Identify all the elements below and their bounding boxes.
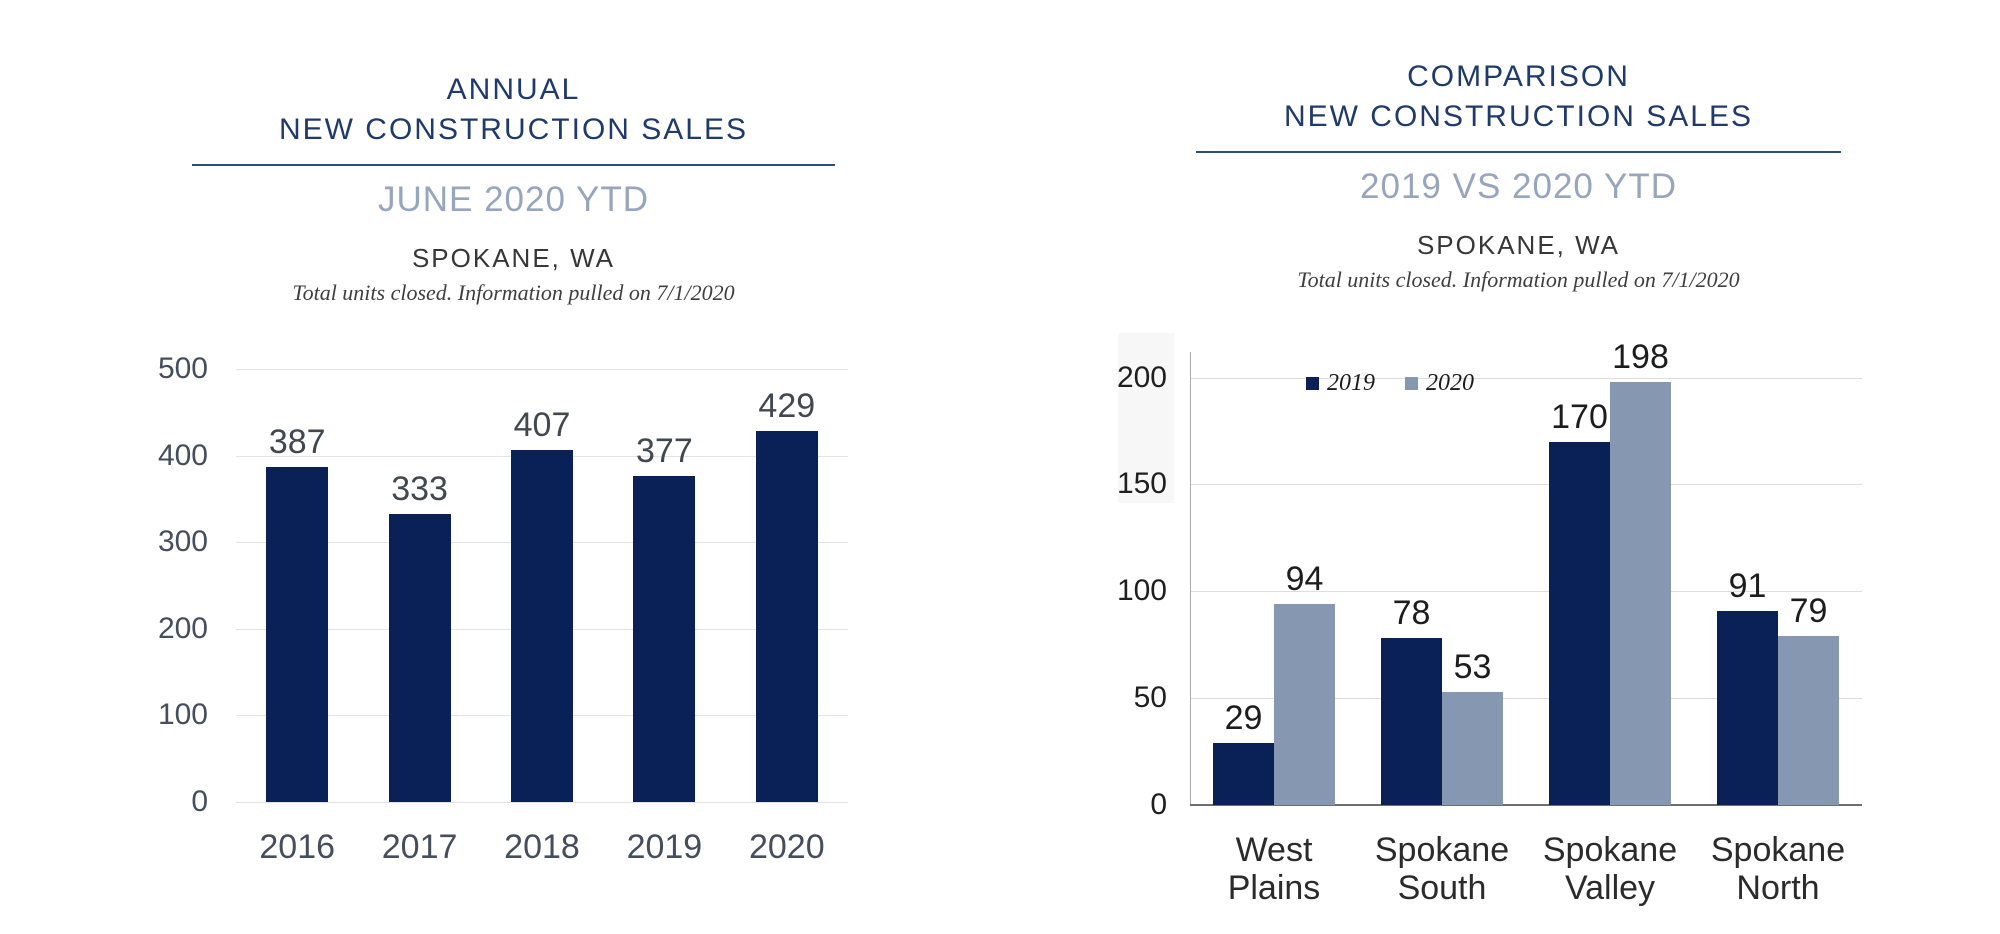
chart-footnote: Total units closed. Information pulled o… <box>1297 267 1740 292</box>
bar-value-label-spokane-south-2019: 78 <box>1392 594 1431 633</box>
title-divider-line <box>192 164 835 166</box>
chart-legend: 2019 2020 <box>1306 371 1474 395</box>
legend-label-2019: 2019 <box>1327 370 1375 396</box>
bar-value-label-2018: 407 <box>513 405 571 444</box>
legend-item-2020: 2020 <box>1405 371 1474 395</box>
legend-item-2019: 2019 <box>1306 371 1375 395</box>
x-axis-tick-label: Spokane Valley <box>1530 831 1690 907</box>
y-axis-tick-label: 300 <box>157 525 208 559</box>
legend-swatch-2019 <box>1306 376 1319 390</box>
chart-subtitle: 2019 VS 2020 YTD <box>1360 167 1677 206</box>
chart-title-line2: NEW CONSTRUCTION SALES <box>1283 100 1754 133</box>
x-tick-line: Spokane <box>1710 831 1846 869</box>
gridline-50 <box>1190 698 1862 700</box>
chart-title-line1: COMPARISON <box>1407 60 1630 93</box>
gridline-0 <box>236 802 848 803</box>
x-tick-line: 2016 <box>259 828 336 866</box>
bar-2018 <box>511 449 573 802</box>
y-axis-tick-label: 200 <box>157 611 208 645</box>
bar-spokane-north-2020 <box>1778 636 1839 805</box>
annual-chart-header: ANNUAL NEW CONSTRUCTION SALES JUNE 2020 … <box>192 70 835 306</box>
gridline-150 <box>1190 484 1862 486</box>
bar-value-label-spokane-north-2019: 91 <box>1728 566 1767 605</box>
x-axis-line <box>1190 804 1862 806</box>
bar-2020 <box>755 430 818 802</box>
bar-value-label-spokane-valley-2019: 170 <box>1551 397 1608 436</box>
background-shade <box>1118 333 1174 503</box>
bar-west-plains-2020 <box>1274 604 1335 805</box>
bar-spokane-south-2019 <box>1381 638 1442 805</box>
bar-value-label-2017: 333 <box>391 469 448 508</box>
bar-value-label-2019: 377 <box>636 431 693 470</box>
x-axis-tick-label: Spokane North <box>1698 831 1858 907</box>
gridline-100 <box>1190 591 1862 593</box>
bar-value-label-spokane-valley-2020: 198 <box>1612 337 1669 376</box>
title-divider-line <box>1196 151 1841 153</box>
chart-location: SPOKANE, WA <box>1416 230 1621 260</box>
x-tick-line: South <box>1397 869 1487 907</box>
bar-spokane-valley-2019 <box>1549 441 1610 805</box>
x-tick-line: Valley <box>1564 869 1656 907</box>
x-tick-line: Spokane <box>1542 831 1678 869</box>
y-axis-line <box>1190 352 1191 805</box>
comparison-chart-header: COMPARISON NEW CONSTRUCTION SALES 2019 V… <box>1196 57 1841 293</box>
chart-title-line1: ANNUAL <box>446 73 581 106</box>
bar-2019 <box>633 475 696 802</box>
bar-2016 <box>266 466 329 802</box>
y-axis-tick-label: 150 <box>1116 467 1167 501</box>
gridline-200 <box>1190 377 1862 379</box>
x-tick-line: 2018 <box>504 828 580 866</box>
chart-title-line2: NEW CONSTRUCTION SALES <box>278 113 749 146</box>
gridline-500 <box>236 369 848 370</box>
bar-value-label-spokane-north-2020: 79 <box>1789 592 1828 631</box>
y-axis-tick-label: 200 <box>1116 360 1167 394</box>
bar-value-label-west-plains-2019: 29 <box>1224 699 1263 738</box>
bar-west-plains-2019 <box>1213 743 1274 805</box>
y-axis-tick-label: 400 <box>157 438 208 472</box>
bar-value-label-2020: 429 <box>758 386 816 425</box>
y-axis-tick-label: 50 <box>1133 681 1167 715</box>
x-axis-tick-label: Spokane South <box>1362 831 1522 907</box>
chart-subtitle: JUNE 2020 YTD <box>377 180 650 219</box>
x-axis-tick-label: 2019 <box>579 828 749 866</box>
x-tick-line: 2019 <box>626 828 703 866</box>
chart-footnote: Total units closed. Information pulled o… <box>292 280 735 305</box>
bar-spokane-valley-2020 <box>1610 381 1671 805</box>
x-axis-tick-label: 2020 <box>702 828 872 866</box>
x-axis-tick-label: West Plains <box>1194 831 1354 907</box>
y-axis-tick-label: 100 <box>157 698 208 732</box>
x-axis-tick-label: 2018 <box>457 828 627 866</box>
bar-2017 <box>388 513 451 802</box>
bar-value-label-west-plains-2020: 94 <box>1285 560 1324 599</box>
chart-location: SPOKANE, WA <box>411 243 616 273</box>
x-tick-line: 2020 <box>748 828 825 866</box>
x-tick-line: Spokane <box>1374 831 1510 869</box>
y-axis-tick-label: 0 <box>191 785 208 818</box>
y-axis-tick-label: 100 <box>1116 574 1167 608</box>
legend-label-2020: 2020 <box>1426 370 1474 396</box>
bar-spokane-north-2019 <box>1717 610 1778 805</box>
y-axis-tick-label: 500 <box>157 352 208 385</box>
legend-swatch-2020 <box>1405 376 1418 390</box>
x-tick-line: North <box>1736 869 1820 907</box>
annual-sales-plot: 0 100 200 300 400 500 387 2016 333 2017 407 2018 377… <box>158 354 848 866</box>
bar-value-label-2016: 387 <box>268 422 326 461</box>
bar-spokane-south-2020 <box>1442 691 1503 805</box>
x-axis-tick-label: 2016 <box>212 828 382 866</box>
x-axis-tick-label: 2017 <box>335 828 505 866</box>
x-tick-line: 2017 <box>381 828 458 866</box>
bar-value-label-spokane-south-2020: 53 <box>1453 647 1492 686</box>
y-axis-tick-label: 0 <box>1150 788 1167 821</box>
comparison-sales-plot: 0 50 100 150 200 29 94 West Plains 78 53 Spokane So… <box>1117 340 1862 907</box>
x-tick-line: West Plains <box>1227 831 1321 907</box>
